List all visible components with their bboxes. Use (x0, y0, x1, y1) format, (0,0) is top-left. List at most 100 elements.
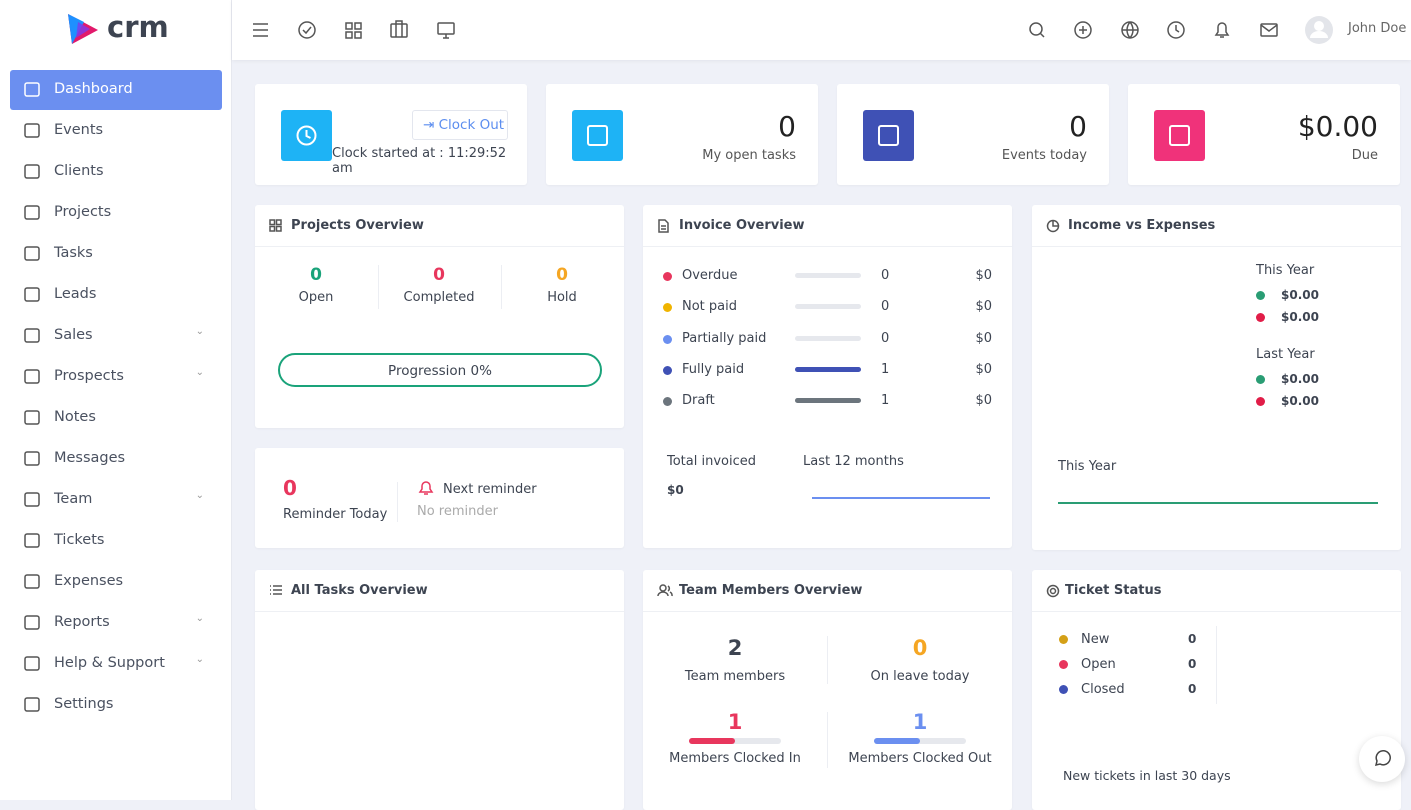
clock-out-button[interactable]: ⇥ Clock Out (412, 110, 508, 140)
nav-item[interactable]: Help & Support ⌄ (10, 644, 222, 684)
nav-item[interactable]: Tickets (10, 521, 222, 561)
projects-icon[interactable] (345, 22, 362, 39)
ticket-label: New (1081, 632, 1110, 647)
sidebar: crm Dashboard Events Clients Projects Tasks L… (0, 0, 232, 800)
projects-card: Projects Overview Progression 0% 0 Open 0 C… (255, 205, 624, 428)
search-icon[interactable] (1029, 22, 1045, 38)
add-icon[interactable] (1074, 21, 1092, 39)
screen-icon[interactable] (437, 22, 455, 39)
divider (501, 265, 502, 309)
status-amount: $0 (975, 268, 992, 283)
income-dot (1256, 375, 1265, 384)
status-bar-track (795, 335, 861, 341)
notifications-icon[interactable] (1214, 22, 1230, 38)
nav-label: Leads (54, 286, 97, 302)
nav-item[interactable]: Projects (10, 193, 222, 233)
income-group-label: Last Year (1256, 347, 1315, 362)
income-chart-label: This Year (1058, 459, 1117, 474)
tickets-title: Ticket Status (1065, 583, 1162, 598)
status-dot (663, 272, 672, 281)
nav-label: Team (54, 491, 93, 507)
nav-item[interactable]: Settings (10, 685, 222, 725)
stat-card: $0.00 Due (1128, 84, 1400, 185)
nav-item[interactable]: Events (10, 111, 222, 151)
total-value: $0 (667, 483, 684, 497)
stat-card: 0 My open tasks (546, 84, 818, 185)
team-label: Members Clocked Out (848, 751, 992, 766)
income-line (1058, 502, 1378, 504)
bell-icon (418, 481, 434, 495)
nav-label: Settings (54, 696, 114, 712)
clients-icon[interactable] (390, 20, 408, 38)
logo-icon (68, 14, 98, 44)
clock-card: ⇥ Clock Out Clock started at : 11:29:52 … (255, 84, 527, 185)
nav-label: Messages (54, 450, 126, 466)
mail-icon[interactable] (1260, 23, 1278, 37)
reminder-label: Reminder Today (283, 507, 388, 522)
status-count: 0 (881, 299, 890, 315)
nav-label: Tasks (54, 245, 93, 261)
menu-icon[interactable] (253, 23, 268, 37)
nav-item[interactable]: Reports ⌄ (10, 603, 222, 643)
reminder-count: 0 (283, 476, 297, 500)
language-icon[interactable] (1121, 21, 1139, 39)
topbar: John Doe (232, 0, 1411, 60)
chevron: ⌄ (195, 326, 204, 337)
ticket-count: 0 (1188, 682, 1197, 696)
status-label: Partially paid (682, 330, 767, 346)
tasks-icon[interactable] (298, 21, 316, 39)
project-label: Hold (547, 290, 577, 305)
project-count: 0 (310, 265, 322, 285)
ticket-dot (1059, 635, 1068, 644)
tickets-header: Ticket Status (1032, 570, 1401, 612)
project-label: Open (298, 290, 334, 305)
progress-pill: Progression 0% (278, 353, 602, 387)
stat-card: 0 Events today (837, 84, 1109, 185)
nav-item[interactable]: Tasks (10, 234, 222, 274)
tasks-card: All Tasks Overview (255, 570, 624, 810)
invoice-header: Invoice Overview (643, 205, 1012, 247)
status-label: Overdue (682, 268, 738, 283)
total-label: Total invoiced (667, 454, 757, 469)
nav-item[interactable]: Leads (10, 275, 222, 315)
nav-item[interactable]: Clients (10, 152, 222, 192)
status-dot (663, 303, 672, 313)
team-count: 1 (727, 710, 743, 734)
avatar[interactable] (1305, 16, 1333, 44)
status-count: 1 (881, 393, 890, 409)
status-dot (663, 365, 672, 375)
divider (397, 482, 398, 522)
income-dot (1256, 291, 1265, 300)
status-label: Draft (682, 393, 715, 409)
income-value: $0.00 (1281, 310, 1319, 324)
status-count: 0 (881, 330, 890, 346)
stat-icon-box (1154, 110, 1205, 161)
nav-label: Events (54, 122, 104, 138)
stat-icon-box (572, 110, 623, 161)
nav-item[interactable]: Dashboard (10, 70, 222, 110)
team-label: Team members (684, 669, 786, 684)
clock-text: Clock started at : 11:29:52 am (332, 146, 507, 176)
nav-item[interactable]: Sales ⌄ (10, 316, 222, 356)
status-bar-track (795, 366, 861, 372)
chat-button[interactable] (1359, 736, 1405, 782)
divider (378, 265, 379, 309)
nav-item[interactable]: Messages (10, 439, 222, 479)
nav-item[interactable]: Notes (10, 398, 222, 438)
income-header: Income vs Expenses (1032, 205, 1401, 247)
nav-item[interactable]: Team ⌄ (10, 480, 222, 520)
invoice-card: Invoice Overview Total invoiced $0 Last … (643, 205, 1012, 548)
status-dot (663, 397, 672, 407)
nav-item[interactable]: Prospects ⌄ (10, 357, 222, 397)
chevron: ⌄ (195, 490, 204, 501)
next-reminder: Next reminder (443, 482, 537, 497)
brand: crm (107, 10, 169, 44)
nav-item[interactable]: Expenses (10, 562, 222, 602)
income-dot (1256, 397, 1265, 406)
clock-icon[interactable] (1167, 21, 1185, 39)
team-label: On leave today (870, 669, 970, 684)
user-name[interactable]: John Doe (1348, 21, 1407, 36)
stat-label: Due (1351, 148, 1378, 163)
team-bar-track (874, 738, 966, 744)
